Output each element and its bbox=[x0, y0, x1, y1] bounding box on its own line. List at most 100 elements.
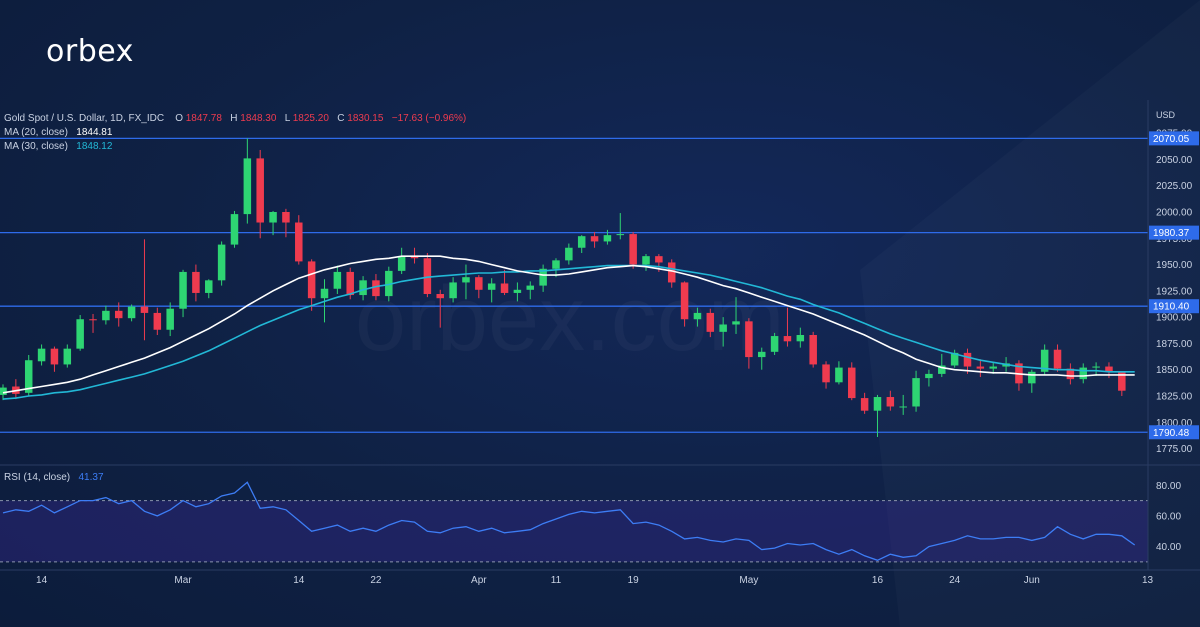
candle-body bbox=[307, 261, 316, 299]
rsi-label: RSI (14, close) bbox=[4, 472, 71, 483]
candle-body bbox=[745, 321, 753, 358]
time-tick-label: May bbox=[739, 575, 758, 586]
candle-body bbox=[989, 366, 997, 369]
candle-body bbox=[565, 247, 573, 261]
price-tick-label: 1775.00 bbox=[1156, 444, 1193, 455]
time-tick-label: 11 bbox=[551, 575, 562, 586]
candle-body bbox=[320, 288, 329, 299]
price-tick-label: 1925.00 bbox=[1156, 286, 1193, 297]
candle-body bbox=[333, 271, 342, 289]
candle-body bbox=[590, 236, 599, 242]
candle-body bbox=[886, 397, 895, 407]
candle-body bbox=[680, 282, 689, 320]
time-tick-label: Jun bbox=[1024, 575, 1040, 586]
candle-body bbox=[346, 271, 354, 296]
candle-body bbox=[809, 335, 817, 365]
candle-body bbox=[295, 222, 303, 262]
price-tick-label: 2025.00 bbox=[1156, 181, 1193, 192]
candle-body bbox=[230, 214, 239, 245]
price-tick-label: 1950.00 bbox=[1156, 260, 1193, 271]
price-tick-label: 2050.00 bbox=[1156, 155, 1193, 166]
candle-body bbox=[127, 306, 136, 319]
ma20-row: MA (20, close) 1844.81 bbox=[4, 126, 466, 140]
candle-body bbox=[372, 280, 380, 297]
candle-body bbox=[513, 289, 522, 293]
symbol-name: Gold Spot / U.S. Dollar, 1D, FX_IDC bbox=[4, 113, 165, 124]
candle-body bbox=[667, 262, 676, 283]
price-tick-label: 1850.00 bbox=[1156, 365, 1193, 376]
ma30-row: MA (30, close) 1848.12 bbox=[4, 140, 466, 154]
candle-body bbox=[899, 406, 907, 408]
candle-body bbox=[706, 312, 715, 332]
candle-body bbox=[63, 348, 72, 365]
symbol-row: Gold Spot / U.S. Dollar, 1D, FX_IDC O 18… bbox=[4, 112, 466, 126]
low-label: L bbox=[284, 113, 290, 124]
candle-body bbox=[436, 294, 444, 299]
time-tick-label: 13 bbox=[1142, 575, 1154, 586]
candle-body bbox=[526, 285, 535, 290]
watermark-text: orbex.com bbox=[355, 268, 785, 370]
level-badge bbox=[1149, 425, 1199, 440]
candle-body bbox=[269, 212, 277, 223]
time-tick-label: 14 bbox=[36, 575, 48, 586]
candle-body bbox=[410, 256, 419, 259]
candle-body bbox=[757, 351, 766, 358]
rsi-pane bbox=[0, 481, 1148, 563]
time-tick-label: 24 bbox=[949, 575, 961, 586]
candle-body bbox=[179, 271, 187, 309]
level-badge bbox=[1149, 299, 1199, 314]
candle-body bbox=[976, 366, 985, 369]
candle-body bbox=[50, 348, 59, 365]
candle-body bbox=[1040, 349, 1049, 372]
candle-body bbox=[153, 312, 162, 330]
candle-body bbox=[873, 397, 882, 411]
candle-body bbox=[140, 306, 149, 313]
candle-body bbox=[1118, 371, 1126, 391]
candle-body bbox=[732, 321, 740, 325]
candle-body bbox=[770, 336, 779, 352]
price-tick-label: 1900.00 bbox=[1156, 313, 1193, 324]
candle-body bbox=[359, 280, 367, 296]
candle-body bbox=[76, 319, 84, 349]
ma20-line bbox=[2, 255, 1135, 394]
candle-body bbox=[205, 280, 213, 293]
level-badge-label: 1910.40 bbox=[1153, 302, 1190, 313]
level-badge-label: 2070.05 bbox=[1153, 134, 1190, 145]
axes: 2075.002050.002025.002000.001975.001950.… bbox=[0, 100, 1200, 586]
candle-body bbox=[1079, 367, 1087, 380]
rsi-value: 41.37 bbox=[78, 472, 104, 483]
candle-body bbox=[552, 260, 560, 269]
rsi-tick-label: 80.00 bbox=[1156, 481, 1181, 492]
level-badge-label: 1790.48 bbox=[1153, 428, 1190, 439]
chart-legend: Gold Spot / U.S. Dollar, 1D, FX_IDC O 18… bbox=[4, 112, 466, 154]
candle-body bbox=[1066, 368, 1075, 380]
candle-body bbox=[423, 258, 432, 294]
low-value: 1825.20 bbox=[292, 113, 329, 124]
price-tick-label: 2000.00 bbox=[1156, 208, 1193, 219]
close-value: 1830.15 bbox=[347, 113, 384, 124]
candle-body bbox=[616, 234, 625, 236]
ma20-value: 1844.81 bbox=[76, 127, 113, 138]
rsi-band bbox=[0, 500, 1148, 562]
time-tick-label: 16 bbox=[872, 575, 884, 586]
level-badge-label: 1980.37 bbox=[1153, 228, 1190, 239]
candle-body bbox=[282, 212, 290, 223]
ma30-label: MA (30, close) bbox=[4, 141, 68, 152]
change-value: −17.63 (−0.96%) bbox=[391, 113, 467, 124]
candle-body bbox=[89, 319, 97, 321]
rsi-line bbox=[2, 481, 1136, 562]
candle-body bbox=[860, 398, 869, 411]
candle-body bbox=[693, 312, 702, 320]
open-value: 1847.78 bbox=[185, 113, 222, 124]
candle-body bbox=[822, 364, 830, 383]
high-label: H bbox=[230, 113, 238, 124]
candle-body bbox=[397, 256, 406, 271]
candle-body bbox=[487, 283, 496, 290]
time-tick-label: 22 bbox=[370, 575, 382, 586]
candle-body bbox=[719, 324, 727, 332]
ma30-line bbox=[2, 264, 1135, 400]
orbex-logo: orbex bbox=[46, 34, 134, 69]
rsi-legend: RSI (14, close) 41.37 bbox=[4, 472, 104, 483]
